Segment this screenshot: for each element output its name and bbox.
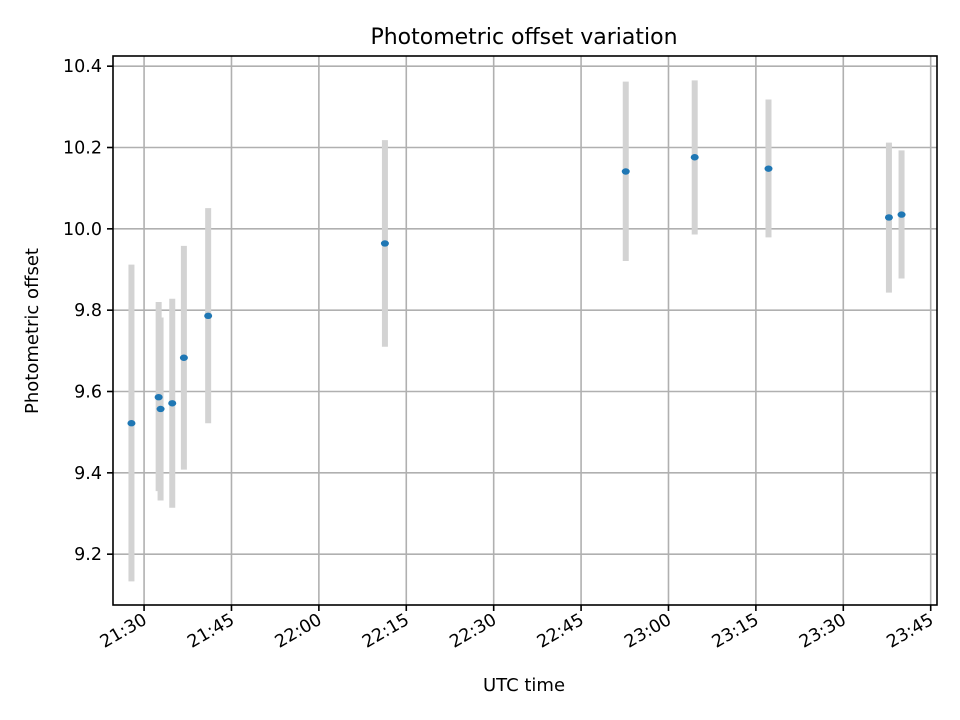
data-points <box>127 154 906 427</box>
data-point <box>156 405 165 413</box>
x-axis-label: UTC time <box>483 675 565 696</box>
x-tick-label: 22:45 <box>534 610 588 653</box>
y-tick-label: 10.0 <box>63 220 102 240</box>
data-point <box>621 168 630 175</box>
x-tick-label: 21:45 <box>184 610 238 653</box>
x-tick-label: 23:15 <box>709 610 763 653</box>
y-axis-ticks: 9.2 9.4 9.6 9.8 10.0 10.2 10.4 <box>63 57 113 565</box>
data-point <box>204 312 213 320</box>
plot-frame <box>112 55 938 606</box>
data-point <box>764 165 773 172</box>
data-point <box>690 154 699 161</box>
x-tick-label: 22:00 <box>272 610 326 653</box>
y-gridlines <box>113 65 937 555</box>
x-tick-label: 23:00 <box>621 610 675 653</box>
chart-title: Photometric offset variation <box>370 25 677 50</box>
data-point <box>884 214 893 221</box>
x-axis-ticks: 21:30 21:45 22:00 22:15 22:30 22:45 23:00 23:15… <box>97 605 937 653</box>
data-point <box>380 240 389 247</box>
y-tick-label: 9.4 <box>74 464 102 484</box>
x-tick-label: 22:30 <box>447 610 501 653</box>
x-tick-label: 21:30 <box>97 610 151 653</box>
data-point <box>154 393 163 401</box>
x-tick-label: 22:15 <box>359 610 413 653</box>
y-tick-label: 9.2 <box>74 545 102 565</box>
y-axis-label: Photometric offset <box>22 248 43 414</box>
error-bars <box>128 80 905 582</box>
y-tick-label: 10.2 <box>63 139 102 159</box>
x-tick-label: 23:30 <box>796 610 850 653</box>
y-tick-label: 9.6 <box>74 383 102 403</box>
data-point <box>897 211 906 218</box>
data-point <box>127 420 136 427</box>
y-tick-label: 9.8 <box>74 301 102 321</box>
x-gridlines <box>143 56 932 605</box>
x-tick-label: 23:45 <box>884 610 938 653</box>
data-point <box>179 354 188 361</box>
data-point <box>168 400 177 407</box>
y-tick-label: 10.4 <box>63 57 102 77</box>
